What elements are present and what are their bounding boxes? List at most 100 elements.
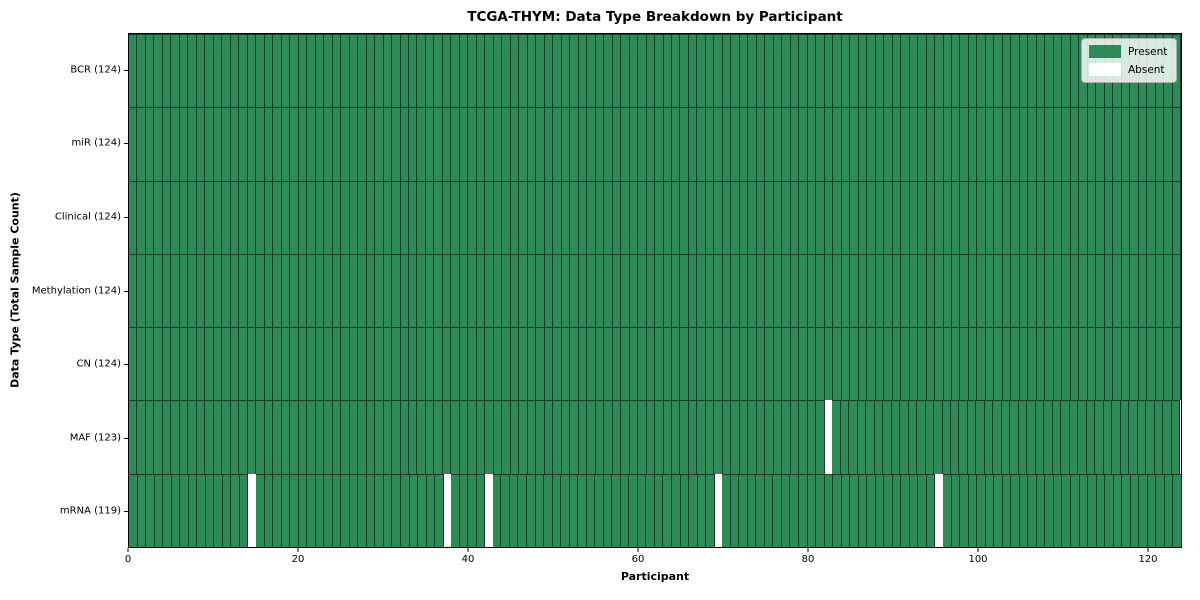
cell-present (307, 107, 316, 181)
cell-present (612, 253, 622, 328)
cell-present (401, 473, 410, 547)
cell-present (841, 253, 851, 328)
cell-present (909, 34, 919, 108)
cell-present (154, 107, 163, 181)
cell-present (408, 400, 418, 474)
x-tick-mark (977, 548, 979, 552)
cell-present (569, 473, 579, 547)
cell-present (1138, 253, 1148, 328)
cell-present (273, 327, 282, 401)
cell-absent (443, 473, 452, 547)
cell-present (1036, 180, 1046, 254)
cell-present (510, 34, 520, 108)
cell-present (875, 473, 885, 547)
cell-present (875, 253, 885, 328)
cell-present (230, 253, 240, 328)
cell-present (739, 34, 749, 108)
cell-present (977, 253, 986, 328)
cell-present (222, 180, 231, 254)
cell-present (281, 34, 291, 108)
cell-present (341, 107, 350, 181)
cell-present (468, 327, 477, 401)
cell-present (1070, 253, 1080, 328)
legend-swatch (1089, 45, 1121, 58)
cell-present (459, 473, 469, 547)
cell-present (205, 473, 215, 547)
cell-present (366, 400, 376, 474)
cell-present (468, 34, 477, 108)
cell-present (1173, 473, 1182, 547)
cell-present (459, 327, 469, 401)
cell-present (442, 400, 452, 474)
cell-present (570, 400, 579, 474)
cell-present (960, 253, 969, 328)
cell-present (451, 400, 460, 474)
cell-present (1028, 473, 1037, 547)
cell-present (247, 107, 257, 181)
cell-present (595, 180, 605, 254)
cell-present (799, 180, 808, 254)
cell-present (154, 34, 163, 108)
cell-present (655, 180, 664, 254)
cell-present (832, 400, 841, 474)
cell-present (935, 327, 944, 401)
y-tick-label-CN: CN (124) (76, 358, 121, 370)
y-tick-label-BCR: BCR (124) (70, 64, 121, 76)
cell-present (341, 327, 350, 401)
cell-present (858, 473, 868, 547)
cell-present (459, 107, 469, 181)
cell-present (672, 400, 681, 474)
cell-present (129, 253, 138, 328)
cell-present (425, 327, 435, 401)
cell-present (918, 327, 927, 401)
cell-present (468, 400, 477, 474)
cell-present (1121, 253, 1131, 328)
cell-present (621, 253, 630, 328)
cell-present (256, 34, 265, 108)
cell-present (1095, 400, 1104, 474)
cell-present (714, 34, 723, 108)
cell-present (773, 180, 783, 254)
cell-present (1096, 107, 1105, 181)
cell-present (637, 473, 647, 547)
cell-present (655, 107, 664, 181)
cell-present (519, 400, 528, 474)
cell-present (273, 253, 282, 328)
cell-present (1045, 253, 1054, 328)
cell-present (1045, 180, 1054, 254)
legend: Present Absent (1081, 38, 1178, 83)
cell-present (392, 253, 401, 328)
cell-present (408, 34, 418, 108)
cell-present (586, 473, 596, 547)
cell-present (196, 180, 206, 254)
cell-present (892, 473, 902, 547)
cell-present (162, 34, 172, 108)
cell-present (239, 34, 248, 108)
cell-present (697, 400, 706, 474)
cell-present (544, 327, 554, 401)
cell-present (1079, 107, 1088, 181)
cell-present (129, 34, 138, 108)
cell-present (629, 473, 638, 547)
cell-present (1019, 180, 1029, 254)
cell-present (1104, 107, 1114, 181)
cell-present (663, 400, 672, 474)
cell-present (519, 34, 528, 108)
cell-present (383, 180, 393, 254)
cell-present (468, 473, 477, 547)
cell-present (1045, 107, 1054, 181)
cell-present (264, 34, 274, 108)
cell-present (239, 253, 248, 328)
cell-present (824, 107, 834, 181)
cell-present (544, 473, 553, 547)
cell-present (1087, 107, 1097, 181)
cell-present (366, 107, 376, 181)
cell-present (748, 34, 757, 108)
cell-present (358, 473, 367, 547)
cell-present (1070, 473, 1080, 547)
cell-present (1087, 253, 1097, 328)
cell-present (578, 107, 588, 181)
cell-present (145, 180, 155, 254)
cell-present (833, 34, 842, 108)
cell-present (1011, 34, 1020, 108)
